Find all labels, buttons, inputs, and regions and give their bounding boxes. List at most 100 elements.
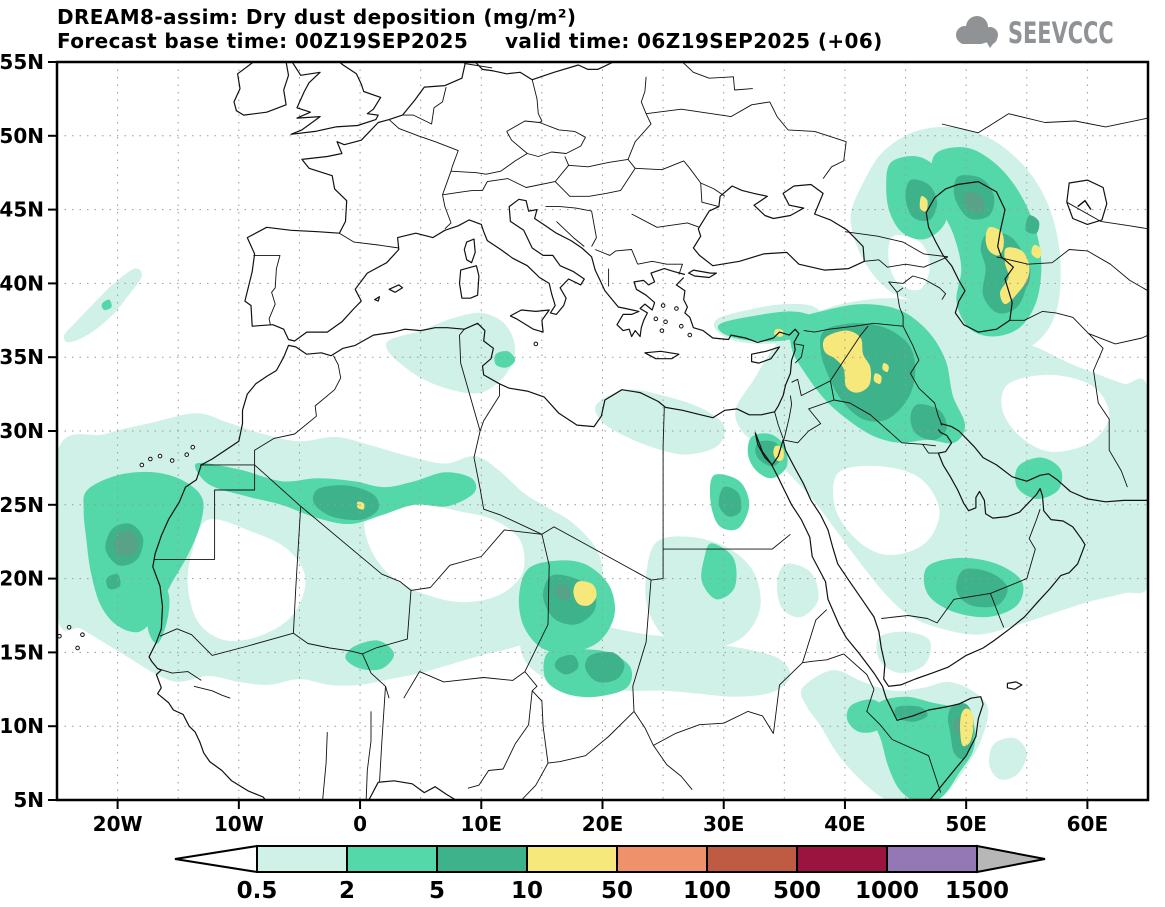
- country-border: [473, 383, 543, 535]
- country-border: [830, 325, 869, 382]
- country-border: [833, 399, 936, 447]
- country-border: [193, 685, 231, 699]
- country-border: [379, 686, 386, 783]
- country-border: [1009, 310, 1089, 334]
- country-border: [902, 325, 943, 426]
- country-border: [631, 213, 700, 228]
- country-border: [410, 529, 542, 591]
- country-border: [794, 343, 805, 364]
- dust-area-l2: [101, 299, 112, 311]
- country-border: [157, 668, 202, 681]
- dust-area-l05: [594, 389, 725, 455]
- dust-area-l5: [718, 486, 742, 517]
- seevccc-logo: SEEVCCC: [950, 14, 1155, 52]
- island-speck: [659, 328, 665, 333]
- coastline: [925, 181, 1014, 333]
- country-border: [253, 254, 281, 325]
- coastline: [751, 346, 781, 364]
- dust-area-l10: [960, 708, 974, 747]
- dust-area-l10: [356, 501, 365, 510]
- colorbar-label: 500: [773, 878, 821, 904]
- country-border: [568, 158, 629, 168]
- country-border: [531, 79, 543, 123]
- country-border: [300, 505, 412, 591]
- colorbar-segment: [616, 845, 708, 873]
- dust-area-l05: [988, 737, 1027, 780]
- coastline: [458, 265, 480, 299]
- country-border: [627, 76, 652, 160]
- x-axis-label: 10W: [214, 812, 264, 836]
- country-border: [1088, 333, 1128, 488]
- map-title: DREAM8-assim: Dry dust deposition (mg/m²…: [57, 5, 577, 29]
- country-border: [464, 63, 493, 69]
- coastline: [754, 429, 1086, 687]
- dust-area-deep: [555, 584, 571, 601]
- country-border: [844, 231, 949, 258]
- dust-area-l5: [106, 573, 121, 590]
- colorbar: 0.5 2 5 10 50 100 500 1000 1500: [174, 844, 1046, 904]
- colorbar-segment: [346, 845, 438, 873]
- country-border: [442, 178, 556, 196]
- coastline: [1066, 179, 1108, 225]
- island-speck: [653, 316, 659, 322]
- country-border: [700, 182, 726, 197]
- country-border: [772, 662, 803, 734]
- y-axis-label: 35N: [0, 345, 44, 369]
- dust-area-l10: [873, 373, 882, 384]
- country-border: [1066, 201, 1148, 230]
- x-axis-label: 0: [353, 812, 367, 836]
- country-border: [506, 120, 586, 157]
- country-border: [402, 86, 447, 125]
- colorbar-segment: [526, 845, 618, 873]
- country-border: [633, 711, 693, 790]
- dust-area-l10: [919, 196, 928, 212]
- island-speck: [139, 462, 145, 468]
- country-border: [595, 249, 639, 265]
- dust-area-l2: [147, 575, 170, 644]
- country-border: [403, 671, 526, 699]
- y-axis-label: 10N: [0, 714, 44, 738]
- dust-area-l5: [554, 654, 579, 675]
- map-background-hole: [187, 519, 306, 642]
- country-border: [782, 395, 793, 441]
- y-axis-label: 50N: [0, 124, 44, 148]
- country-border: [941, 113, 1148, 134]
- y-axis-label: 25N: [0, 493, 44, 517]
- y-axis-label: 45N: [0, 198, 44, 222]
- coastline: [148, 277, 800, 800]
- dust-area-l05: [645, 536, 761, 650]
- island-speck: [157, 453, 163, 459]
- country-border: [467, 690, 533, 789]
- colorbar-left-arrow: [174, 844, 258, 874]
- dust-area-l2: [846, 699, 887, 733]
- island-speck: [674, 306, 679, 311]
- island-speck: [169, 458, 175, 463]
- aral-detail: [1077, 199, 1092, 210]
- dust-area-l5: [585, 651, 625, 683]
- forecast-time-line: Forecast base time: 00Z19SEP2025 valid t…: [57, 29, 883, 53]
- colorbar-segment: [796, 845, 888, 873]
- x-axis-label: 30E: [703, 812, 745, 836]
- country-border: [864, 256, 949, 268]
- dust-area-l05: [385, 312, 516, 394]
- map-background-hole: [364, 489, 525, 603]
- island-speck: [66, 625, 72, 630]
- country-border: [1088, 333, 1148, 345]
- x-axis-label: 60E: [1067, 812, 1109, 836]
- country-border: [774, 411, 784, 439]
- country-border: [822, 141, 847, 179]
- dust-area-l10: [822, 330, 872, 393]
- dust-area-l2: [345, 640, 395, 671]
- island-speck: [663, 319, 668, 325]
- colorbar-segment: [886, 845, 978, 873]
- country-border: [524, 534, 550, 672]
- country-border: [632, 580, 652, 712]
- country-border: [365, 711, 372, 800]
- colorbar-segment: [256, 845, 348, 873]
- dust-area-l5: [313, 485, 380, 521]
- colorbar-segment: [706, 845, 798, 873]
- dust-area-l2: [701, 543, 737, 600]
- country-border: [989, 593, 1005, 628]
- country-border: [637, 260, 683, 275]
